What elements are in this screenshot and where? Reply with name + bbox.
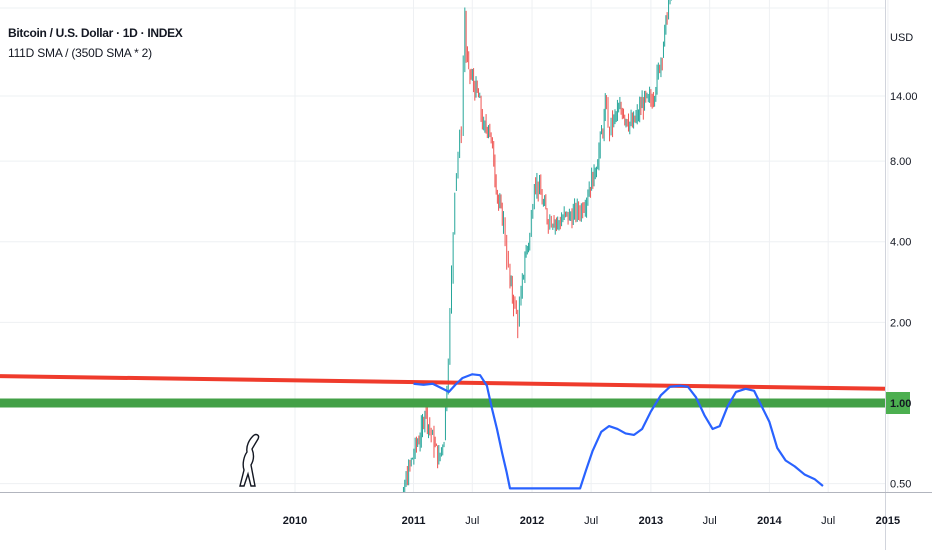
x-tick-label: 2011 [402,515,426,527]
current-value-badge [886,392,910,414]
chart-title: Bitcoin / U.S. Dollar · 1D · INDEX [8,26,183,40]
y-tick-label: 2.00 [890,317,911,329]
horizontal-lines [0,374,886,408]
y-tick-label: 8.00 [890,156,911,168]
indicator-series [413,373,824,490]
price-candles [402,0,673,492]
x-tick-label: Jul [703,515,717,527]
y-tick-label: 4.00 [890,237,911,249]
y-axis-unit-label: USD [890,32,913,44]
x-tick-label: Jul [465,515,479,527]
x-tick-label: 2015 [876,515,900,527]
x-tick-label: 2014 [757,515,782,527]
indicator-line [413,373,824,490]
y-tick-label: 14.00 [890,91,918,103]
study-label: 111D SMA / (350D SMA * 2) [8,46,152,60]
pen-cursor-shape [239,433,260,487]
chart-grid [0,0,889,492]
current-value-label: 1.00 [890,398,911,410]
x-tick-label: 2012 [520,515,544,527]
x-tick-label: Jul [821,515,835,527]
x-tick-label: Jul [584,515,598,527]
x-tick-label: 2013 [639,515,663,527]
red-trend-line [0,374,886,391]
x-tick-label: 2010 [283,515,307,527]
y-tick-label: 0.50 [890,479,911,491]
pen-cursor-icon [239,433,260,487]
